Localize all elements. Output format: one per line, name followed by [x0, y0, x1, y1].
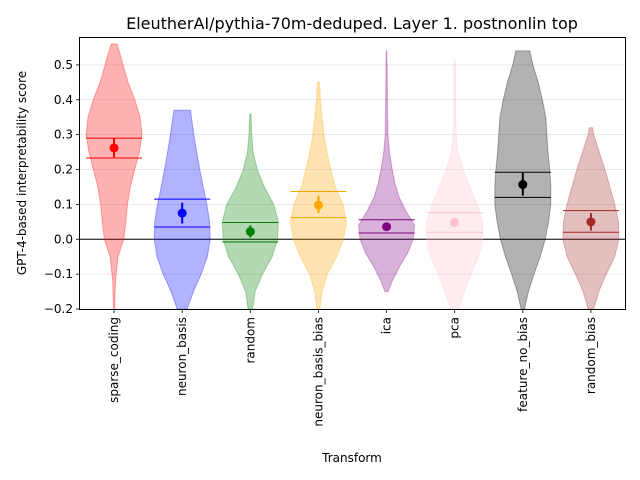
x-tick-label: neuron_basis_bias: [311, 317, 325, 427]
violin-group: [153, 109, 211, 310]
violin-group: [426, 60, 484, 310]
violin-group: [221, 113, 279, 310]
violin-group: [85, 43, 143, 310]
y-tick-label: 0.1: [54, 197, 73, 211]
y-tick-label: 0.5: [54, 58, 73, 72]
y-tick-label: 0.0: [54, 232, 73, 246]
violin-body: [358, 50, 416, 293]
y-tick-label: −0.2: [44, 302, 73, 316]
violin-group: [562, 127, 620, 310]
plot-frame: [79, 37, 626, 310]
violin-group: [494, 50, 552, 310]
x-axis-label: Transform: [321, 451, 382, 465]
violin-group: [289, 81, 347, 310]
mean-point: [518, 180, 528, 190]
violin-body: [426, 60, 484, 310]
mean-point: [382, 222, 392, 232]
x-tick-label: sparse_coding: [107, 317, 121, 403]
mean-point: [177, 208, 187, 218]
mean-point: [109, 143, 119, 153]
chart-title: EleutherAI/pythia-70m-deduped. Layer 1. …: [126, 14, 578, 33]
violins: [85, 43, 620, 310]
y-axis-ticks: −0.2 −0.1 0.0 0.1 0.2 0.3 0.4 0.5: [44, 58, 80, 316]
violin-group: [358, 50, 416, 293]
violin-body: [85, 43, 143, 310]
x-tick-label: random: [243, 317, 257, 364]
x-axis-ticks: sparse_coding neuron_basis random neuron_ba…: [107, 309, 598, 427]
x-tick-label: feature_no_bias: [516, 317, 530, 412]
x-tick-label: ica: [380, 317, 394, 334]
mean-point: [586, 217, 596, 227]
mean-point: [245, 227, 255, 237]
y-tick-label: −0.1: [44, 267, 73, 281]
x-tick-label: random_bias: [584, 317, 598, 394]
y-tick-label: 0.4: [54, 93, 73, 107]
y-tick-label: 0.2: [54, 163, 73, 177]
mean-point: [450, 218, 460, 228]
x-tick-label: pca: [448, 317, 462, 339]
violin-body: [221, 113, 279, 310]
y-tick-label: 0.3: [54, 128, 73, 142]
violin-body: [289, 81, 347, 310]
y-axis-label: GPT-4-based interpretability score: [15, 71, 29, 275]
mean-point: [313, 200, 323, 210]
x-tick-label: neuron_basis: [175, 317, 189, 396]
